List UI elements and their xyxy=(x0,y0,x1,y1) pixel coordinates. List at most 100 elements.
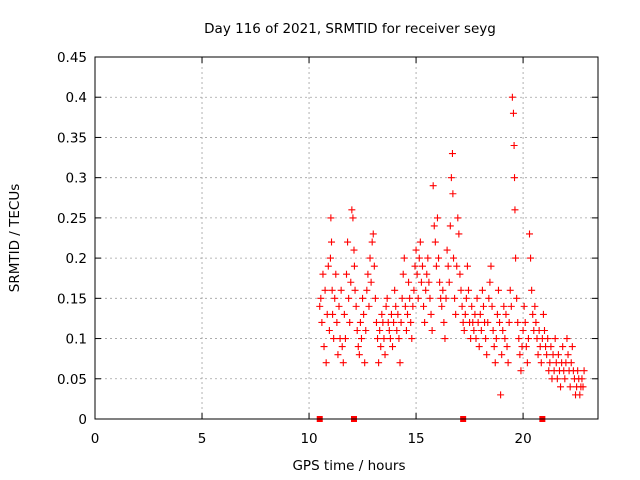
data-point xyxy=(405,278,413,286)
data-point xyxy=(420,302,428,310)
data-point xyxy=(524,335,532,343)
data-point xyxy=(391,286,399,294)
y-tick-label: 0.35 xyxy=(57,130,87,146)
data-point xyxy=(487,262,495,270)
data-point xyxy=(568,343,576,351)
data-point xyxy=(325,327,333,335)
data-point xyxy=(501,335,509,343)
data-point xyxy=(436,278,444,286)
data-point xyxy=(321,286,329,294)
data-point xyxy=(483,351,491,359)
data-point xyxy=(453,262,461,270)
data-point xyxy=(330,335,338,343)
data-point xyxy=(348,206,356,214)
data-point xyxy=(462,294,470,302)
data-point xyxy=(369,230,377,238)
data-point xyxy=(347,278,355,286)
data-point xyxy=(438,302,446,310)
data-point xyxy=(322,359,330,367)
data-point xyxy=(522,343,530,351)
data-point xyxy=(544,335,552,343)
data-point xyxy=(366,254,374,262)
data-point xyxy=(435,254,443,262)
data-point xyxy=(351,286,359,294)
data-point xyxy=(465,286,473,294)
y-tick-label: 0 xyxy=(78,412,87,428)
data-point xyxy=(430,222,438,230)
data-point xyxy=(559,343,567,351)
data-point xyxy=(399,270,407,278)
data-point xyxy=(511,174,519,182)
data-point xyxy=(423,270,431,278)
data-point xyxy=(345,294,353,302)
data-point xyxy=(574,367,582,375)
data-point xyxy=(318,318,326,326)
data-point xyxy=(378,310,386,318)
data-point xyxy=(478,286,486,294)
data-point xyxy=(498,351,506,359)
data-point xyxy=(328,238,336,246)
data-point xyxy=(341,335,349,343)
data-point xyxy=(534,351,542,359)
y-tick-label: 0.25 xyxy=(57,211,87,227)
data-point xyxy=(470,327,478,335)
data-point xyxy=(354,343,362,351)
data-point xyxy=(496,318,504,326)
grid-lines xyxy=(95,57,598,419)
data-point xyxy=(460,327,468,335)
y-tick-label: 0.3 xyxy=(66,171,87,187)
data-point xyxy=(364,270,372,278)
data-point xyxy=(521,318,529,326)
data-point xyxy=(580,367,588,375)
data-point xyxy=(395,335,403,343)
data-point xyxy=(551,335,559,343)
data-point xyxy=(352,302,360,310)
data-point xyxy=(488,302,496,310)
data-point xyxy=(332,270,340,278)
data-point xyxy=(414,294,422,302)
data-point xyxy=(529,310,537,318)
data-point xyxy=(537,359,545,367)
data-point xyxy=(324,262,332,270)
y-axis-ticks: 0 0.05 0.1 0.15 0.2 0.25 0.3 0.35 0.4 0.45 xyxy=(57,50,598,428)
data-point xyxy=(427,310,435,318)
data-point xyxy=(492,335,500,343)
data-point xyxy=(359,294,367,302)
data-point xyxy=(547,343,555,351)
data-point xyxy=(512,254,520,262)
data-point xyxy=(539,310,547,318)
data-point xyxy=(508,93,516,101)
data-point xyxy=(514,318,522,326)
data-point xyxy=(400,254,408,262)
data-point xyxy=(409,302,417,310)
data-point xyxy=(454,214,462,222)
data-point xyxy=(563,335,571,343)
data-point xyxy=(380,335,388,343)
data-point xyxy=(476,310,484,318)
x-axis-ticks: 0 5 10 15 20 xyxy=(91,57,532,447)
data-point xyxy=(509,109,517,117)
data-point xyxy=(356,318,364,326)
data-point xyxy=(404,310,412,318)
data-point xyxy=(554,351,562,359)
data-point xyxy=(520,302,528,310)
data-point xyxy=(451,294,459,302)
data-point xyxy=(412,246,420,254)
data-point xyxy=(505,318,513,326)
y-tick-label: 0.1 xyxy=(66,332,87,348)
data-point xyxy=(406,294,414,302)
data-point xyxy=(445,278,453,286)
data-point xyxy=(523,359,531,367)
data-point xyxy=(482,335,490,343)
data-point xyxy=(439,286,447,294)
data-point xyxy=(418,262,426,270)
data-point xyxy=(442,294,450,302)
data-point xyxy=(564,351,572,359)
data-point xyxy=(334,351,342,359)
y-tick-label: 0.4 xyxy=(66,90,87,106)
data-point xyxy=(493,310,501,318)
data-point xyxy=(500,302,508,310)
data-point xyxy=(424,254,432,262)
data-point xyxy=(510,141,518,149)
data-point xyxy=(385,327,393,335)
